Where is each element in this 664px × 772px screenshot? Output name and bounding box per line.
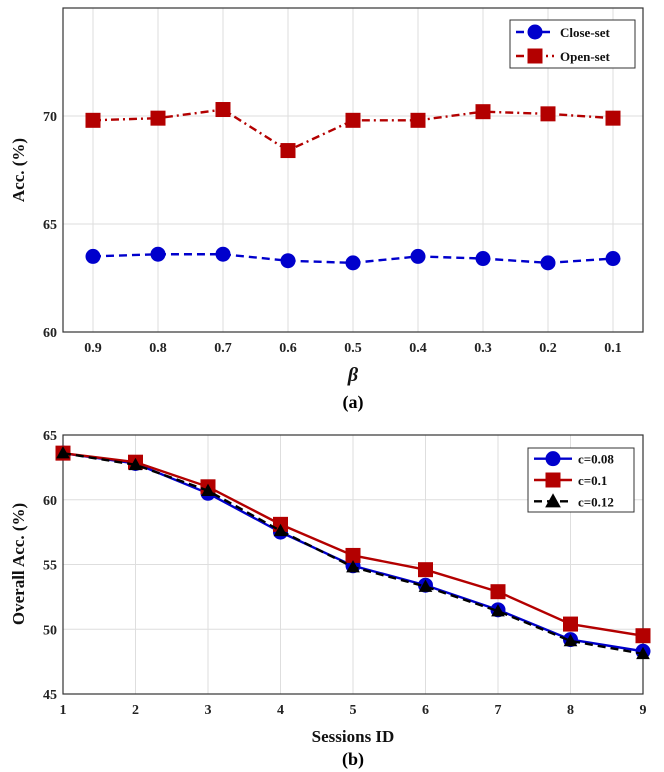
data-point — [418, 562, 433, 578]
data-point — [280, 143, 296, 159]
data-point — [410, 112, 426, 128]
x-tick-label: 0.3 — [474, 341, 492, 356]
x-tick-label: 0.7 — [214, 341, 232, 356]
data-point — [85, 248, 101, 264]
legend-entry: Close-set — [560, 25, 610, 40]
data-point — [635, 628, 651, 644]
x-tick-label: 0.8 — [149, 341, 167, 356]
y-tick-label: 45 — [43, 688, 57, 703]
x-tick-label: 5 — [350, 703, 357, 718]
legend-swatch-marker — [545, 472, 561, 488]
x-tick-label: 0.9 — [84, 341, 102, 356]
data-point — [540, 106, 556, 122]
y-tick-label: 55 — [43, 559, 57, 574]
legend-swatch-marker — [545, 493, 561, 508]
legend-entry: c=0.12 — [578, 494, 614, 509]
series-layer-b — [55, 445, 651, 660]
x-axis-label-b: Sessions ID — [312, 727, 395, 746]
x-tick-label: 4 — [277, 703, 284, 718]
data-point — [540, 255, 556, 271]
x-tick-label: 0.6 — [279, 341, 297, 356]
y-ticks-b: 45 50 55 60 65 — [43, 429, 57, 703]
y-tick-label: 65 — [43, 429, 57, 444]
data-point — [475, 251, 491, 267]
x-tick-label: 2 — [132, 703, 139, 718]
data-point — [418, 579, 433, 592]
x-axis-label-a: β — [347, 364, 359, 386]
x-tick-label: 3 — [205, 703, 212, 718]
y-tick-label: 70 — [43, 110, 57, 125]
data-point — [215, 102, 231, 118]
x-tick-label: 0.1 — [604, 341, 622, 356]
data-point — [605, 251, 621, 267]
legend-swatch-marker — [527, 24, 543, 40]
plot-frame-a — [62, 7, 644, 333]
x-tick-label: 0.4 — [409, 341, 427, 356]
data-point — [346, 560, 360, 573]
caption-b: (b) — [342, 749, 364, 770]
series-layer-a — [85, 102, 621, 271]
data-point — [410, 248, 426, 264]
data-point — [150, 246, 166, 262]
data-point — [475, 104, 491, 120]
legend-swatch-marker — [527, 48, 543, 64]
y-tick-label: 65 — [43, 218, 57, 233]
data-point — [491, 604, 505, 617]
data-point — [201, 483, 215, 496]
x-tick-label: 8 — [567, 703, 574, 718]
legend-a: Close-set Open-set — [509, 19, 636, 69]
data-point — [345, 255, 361, 271]
x-tick-label: 6 — [422, 703, 429, 718]
data-point — [280, 253, 296, 269]
data-point — [215, 246, 231, 262]
y-tick-label: 60 — [43, 326, 57, 341]
chart-panel-a: 60 65 70 0.9 0.8 0.7 0.6 0.5 0.4 0.3 0.2 0.1 Acc. … — [9, 7, 644, 413]
plot-frame-b — [62, 434, 644, 695]
data-point — [56, 446, 70, 459]
data-point — [563, 616, 578, 632]
x-tick-label: 7 — [495, 703, 502, 718]
x-tick-label: 0.5 — [344, 341, 362, 356]
x-tick-label: 9 — [640, 703, 647, 718]
data-point — [345, 112, 361, 128]
x-tick-label: 0.2 — [539, 341, 557, 356]
y-axis-label-a: Acc. (%) — [9, 138, 28, 202]
y-ticks-a: 60 65 70 — [43, 110, 57, 341]
x-ticks-b: 1 2 3 4 5 6 7 8 9 — [60, 703, 647, 718]
data-point — [273, 523, 288, 537]
legend-b: c=0.08 c=0.1 c=0.12 — [527, 447, 635, 513]
x-tick-label: 1 — [60, 703, 67, 718]
legend-entry: c=0.1 — [578, 473, 607, 488]
data-point — [150, 110, 166, 126]
y-tick-label: 50 — [43, 623, 57, 638]
legend-entry: c=0.08 — [578, 452, 614, 467]
y-axis-label-b: Overall Acc. (%) — [9, 503, 28, 625]
y-tick-label: 60 — [43, 494, 57, 509]
data-point — [128, 457, 143, 471]
legend-swatch-marker — [545, 451, 561, 467]
data-point — [563, 633, 578, 647]
data-point — [636, 646, 650, 660]
series-line-open-set — [92, 108, 614, 152]
x-ticks-a: 0.9 0.8 0.7 0.6 0.5 0.4 0.3 0.2 0.1 — [84, 341, 622, 356]
caption-a: (a) — [343, 392, 364, 413]
data-point — [490, 584, 506, 600]
legend-entry: Open-set — [560, 49, 611, 64]
data-point — [605, 110, 621, 126]
data-point — [85, 112, 101, 128]
